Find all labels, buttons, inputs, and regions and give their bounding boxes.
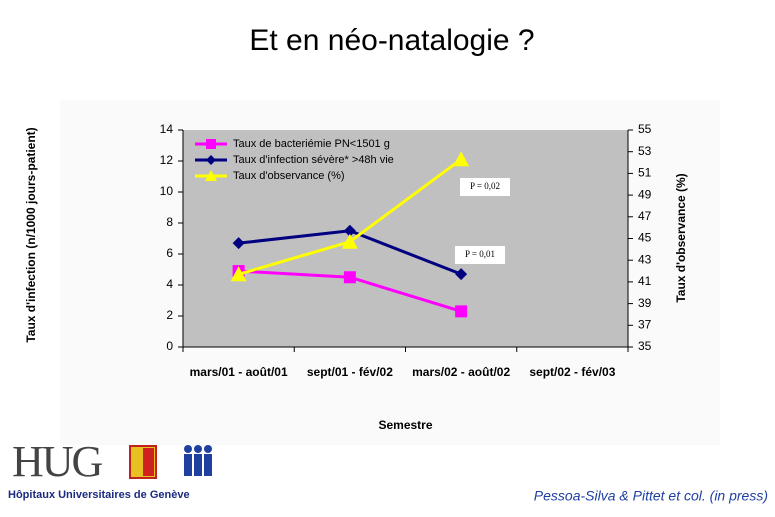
y-tick-label: 14 (160, 122, 174, 136)
y-axis-label: Taux d'infection (n/1000 jours-patient) (24, 127, 38, 343)
marker (206, 155, 216, 165)
y2-tick-label: 37 (638, 317, 652, 331)
y-tick-label: 10 (160, 184, 174, 198)
y2-tick-label: 41 (638, 274, 652, 288)
legend-label: Taux d'infection sévère* >48h vie (233, 154, 394, 166)
marker (205, 170, 217, 181)
x-axis-label: Semestre (378, 418, 433, 432)
y-tick-label: 4 (166, 277, 173, 291)
y-tick-label: 6 (166, 246, 173, 260)
y2-tick-label: 49 (638, 187, 652, 201)
x-tick-label: mars/02 - août/02 (412, 365, 511, 379)
y2-tick-label: 43 (638, 252, 652, 266)
marker (230, 266, 247, 282)
annotation-box (455, 246, 505, 264)
x-tick-label: sept/02 - fév/03 (529, 365, 616, 379)
slide-title: Et en néo-natalogie ? (249, 24, 534, 57)
legend-label: Taux d'observance (%) (233, 170, 345, 182)
x-tick-label: sept/01 - fév/02 (306, 365, 393, 379)
marker (206, 139, 216, 149)
y2-tick-label: 55 (638, 122, 652, 136)
y-tick-label: 2 (166, 308, 173, 322)
y-tick-label: 8 (166, 215, 173, 229)
y-tick-label: 0 (166, 339, 173, 353)
citation: Pessoa-Silva & Pittet et col. (in press) (534, 488, 768, 504)
annotation: P = 0,02 (470, 181, 500, 191)
y2-tick-label: 35 (638, 339, 652, 353)
legend-label: Taux de bacteriémie PN<1501 g (233, 138, 390, 150)
x-tick-label: mars/01 - août/01 (189, 365, 288, 379)
logo-name: HUG (12, 437, 103, 486)
y-tick-label: 12 (160, 153, 174, 167)
y2-tick-label: 39 (638, 296, 652, 310)
logo-crest (143, 448, 154, 476)
marker (232, 237, 245, 250)
marker (343, 224, 356, 237)
marker (455, 268, 468, 281)
marker (343, 271, 356, 284)
y2-tick-label: 53 (638, 144, 652, 158)
annotation: P = 0,01 (465, 249, 495, 259)
marker (453, 151, 470, 167)
marker (341, 233, 358, 249)
y2-tick-label: 45 (638, 231, 652, 245)
y2-tick-label: 47 (638, 209, 652, 223)
annotation-box (460, 178, 510, 196)
y2-tick-label: 51 (638, 166, 652, 180)
logo-people (184, 445, 212, 476)
plot-area (183, 130, 628, 347)
marker (455, 305, 468, 318)
logo-subtitle: Hôpitaux Universitaires de Genève (8, 489, 190, 501)
y2-axis-label: Taux d'observance (%) (674, 173, 688, 303)
